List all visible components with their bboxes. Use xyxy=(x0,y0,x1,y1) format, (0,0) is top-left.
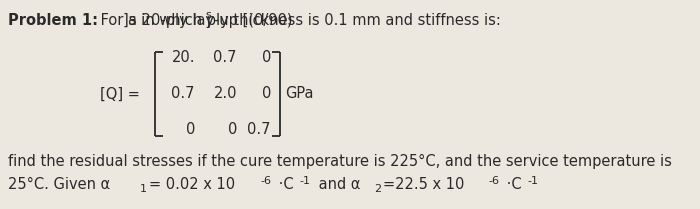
Text: [Q] =: [Q] = xyxy=(100,87,140,102)
Text: 0: 0 xyxy=(262,51,271,65)
Text: ·C: ·C xyxy=(274,177,294,192)
Text: s: s xyxy=(205,10,211,20)
Text: -1: -1 xyxy=(300,176,311,186)
Text: = 0.02 x 10: = 0.02 x 10 xyxy=(149,177,235,192)
Text: 0.7: 0.7 xyxy=(172,87,195,102)
Text: For a 20-ply lay-up [(0/90): For a 20-ply lay-up [(0/90) xyxy=(96,13,293,28)
Text: Problem 1: For a 20-ply lay-up [(0/90): Problem 1: For a 20-ply lay-up [(0/90) xyxy=(8,13,283,28)
Text: -6: -6 xyxy=(488,176,499,186)
Text: 20.: 20. xyxy=(172,51,195,65)
Text: 1: 1 xyxy=(140,184,147,194)
Text: 0: 0 xyxy=(262,87,271,102)
Text: 0.7: 0.7 xyxy=(214,51,237,65)
Text: 0.7: 0.7 xyxy=(248,122,271,138)
Text: -6: -6 xyxy=(260,176,271,186)
Text: ]s in which ply thickness is 0.1 mm and stiffness is:: ]s in which ply thickness is 0.1 mm and … xyxy=(123,13,501,28)
Text: s: s xyxy=(205,10,211,20)
Text: 2: 2 xyxy=(374,184,381,194)
Text: 0: 0 xyxy=(228,122,237,138)
Text: GPa: GPa xyxy=(285,87,314,102)
Text: find the residual stresses if the cure temperature is 225°C, and the service tem: find the residual stresses if the cure t… xyxy=(8,154,672,169)
Text: For a 20-ply lay-up [(0/90): For a 20-ply lay-up [(0/90) xyxy=(96,13,293,28)
Text: -1: -1 xyxy=(528,176,538,186)
Text: 0: 0 xyxy=(186,122,195,138)
Text: 2.0: 2.0 xyxy=(214,87,237,102)
Text: and α: and α xyxy=(314,177,360,192)
Text: ·C: ·C xyxy=(502,177,522,192)
Text: 25°C. Given α: 25°C. Given α xyxy=(8,177,111,192)
Text: =22.5 x 10: =22.5 x 10 xyxy=(383,177,464,192)
Text: Problem 1:: Problem 1: xyxy=(8,13,98,28)
